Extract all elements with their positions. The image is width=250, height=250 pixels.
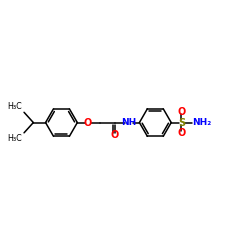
Text: S: S xyxy=(178,118,185,128)
Text: O: O xyxy=(111,130,119,140)
Text: O: O xyxy=(177,128,186,138)
Text: NH: NH xyxy=(121,118,136,127)
Text: NH₂: NH₂ xyxy=(192,118,212,127)
Text: H₃C: H₃C xyxy=(7,134,22,143)
Text: H₃C: H₃C xyxy=(7,102,22,111)
Text: O: O xyxy=(84,118,92,128)
Text: O: O xyxy=(177,107,186,117)
